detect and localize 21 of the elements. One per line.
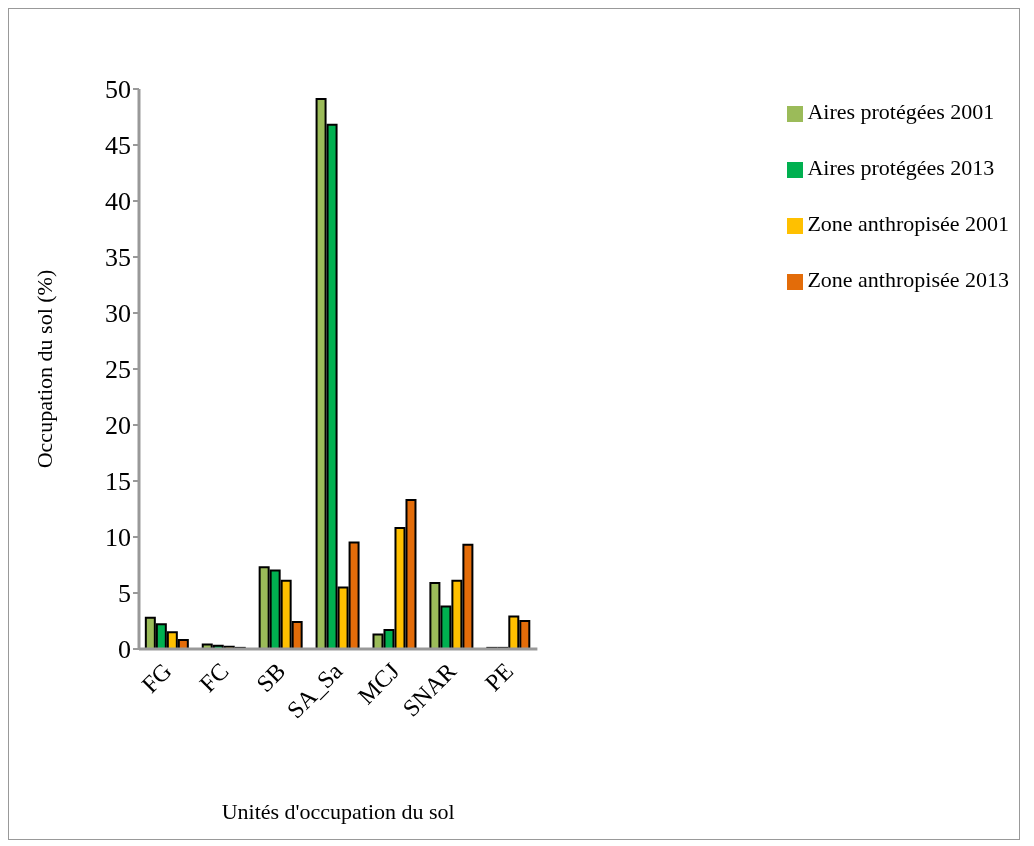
x-tick-label: PE: [479, 657, 519, 696]
x-tick-label: FC: [194, 657, 234, 697]
y-tick-label: 30: [105, 299, 131, 329]
y-axis-title: Occupation du sol (%): [31, 269, 57, 469]
y-tick-label: 45: [105, 131, 131, 161]
y-tick-label: 0: [118, 635, 131, 665]
y-tick-label: 35: [105, 243, 131, 273]
legend-label: Aires protégées 2001: [807, 99, 995, 124]
legend-label: Zone anthropisée 2001: [807, 211, 1009, 236]
y-tick-label: 15: [105, 467, 131, 497]
x-axis-title: Unités d'occupation du sol: [221, 799, 455, 824]
y-tick-label: 20: [105, 411, 131, 441]
legend-label: Zone anthropisée 2013: [807, 267, 1009, 292]
x-tick-label: FG: [136, 657, 177, 698]
y-tick-label: 25: [105, 355, 131, 385]
y-tick-label: 40: [105, 187, 131, 217]
y-tick-label: 5: [118, 579, 131, 609]
y-tick-label: 10: [105, 523, 131, 553]
y-tick-label: 50: [105, 75, 131, 105]
legend-label: Aires protégées 2013: [807, 155, 995, 180]
x-tick-label: SB: [251, 657, 291, 697]
